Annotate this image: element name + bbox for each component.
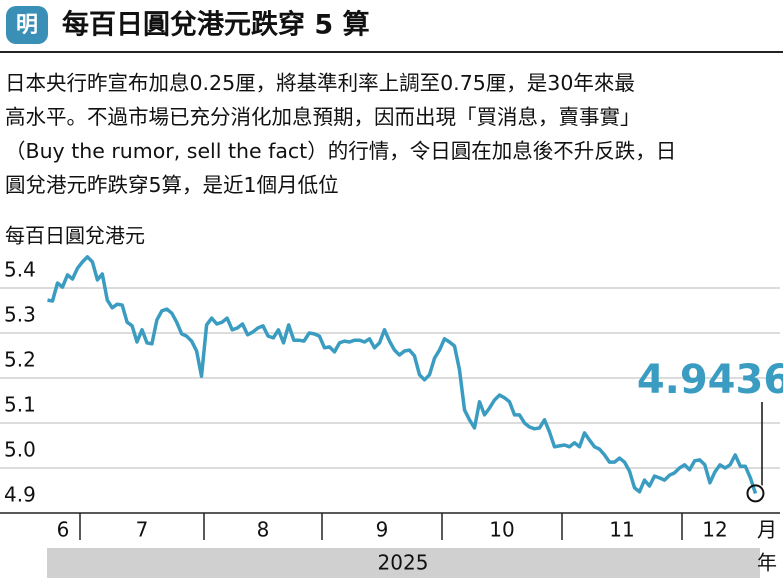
- x-tick-label: 7: [136, 518, 149, 542]
- logo-icon: [6, 6, 48, 44]
- description-line: 圓兌港元昨跌穿5算，是近1個月低位: [5, 173, 339, 197]
- y-tick-label: 5.4: [4, 257, 36, 281]
- y-tick-label: 5.3: [4, 302, 36, 326]
- y-axis-label: 每百日圓兌港元: [5, 224, 145, 248]
- x-tick-label: 10: [489, 518, 514, 542]
- y-tick-label: 4.9: [4, 483, 36, 507]
- x-tick-label: 8: [257, 518, 270, 542]
- y-tick-label: 5.2: [4, 347, 36, 371]
- year-band: [47, 548, 760, 578]
- line: [47, 255, 758, 494]
- x-tick-label: 12: [702, 518, 727, 542]
- description-line: （Buy the rumor, sell the fact）的行情，令日圓在加息…: [5, 139, 676, 163]
- description-line: 高水平。不過市場已充分消化加息預期，因而出現「買消息，賣事實」: [5, 105, 641, 129]
- y-tick-label: 5.1: [4, 392, 36, 416]
- description: 日本央行昨宣布加息0.25厘，將基準利率上調至0.75厘，是30年來最高水平。不…: [5, 71, 676, 197]
- month-unit: 月: [757, 518, 777, 542]
- x-tick-label: 6: [57, 518, 70, 542]
- y-tick-label: 5.0: [4, 437, 36, 461]
- logo-text: 明: [16, 13, 38, 38]
- x-tick-label: 11: [609, 518, 634, 542]
- chart-title: 每百日圓兌港元跌穿 5 算: [62, 9, 370, 41]
- year-label: 2025: [378, 551, 429, 575]
- x-tick-label: 9: [376, 518, 389, 542]
- year-unit: 年: [757, 551, 777, 575]
- description-line: 日本央行昨宣布加息0.25厘，將基準利率上調至0.75厘，是30年來最: [5, 71, 635, 95]
- last-point: [746, 484, 765, 503]
- annotation: 4.9436: [637, 357, 783, 403]
